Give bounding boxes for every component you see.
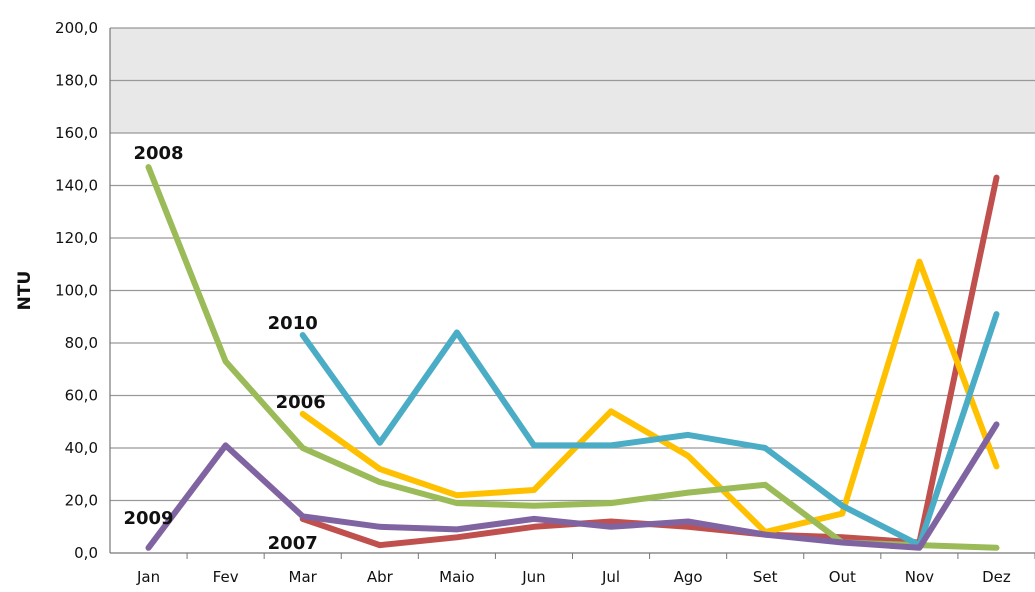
y-axis-ticks: 0,0 20,0 40,0 60,0 80,0 100,0 120,0 140,0 160,0 1…: [55, 19, 98, 562]
x-tick-label: Dez: [982, 568, 1011, 586]
series-line-2006: [299, 258, 1000, 535]
x-tick-label: Abr: [367, 568, 394, 586]
y-tick-label: 60,0: [65, 387, 98, 405]
x-axis-ticks: Jan Fev Mar Abr Maio Jun Jul Ago Set Out Nov Dez: [136, 553, 1035, 586]
y-tick-label: 0,0: [74, 544, 98, 562]
y-tick-label: 100,0: [55, 282, 98, 300]
series-labels: 2006 2007 2008 2009 2010: [123, 143, 325, 554]
x-tick-label: Jul: [601, 568, 620, 586]
y-tick-label: 160,0: [55, 124, 98, 142]
series-label-2008: 2008: [133, 143, 183, 164]
y-axis-label: NTU: [15, 271, 35, 311]
series-lines: [145, 164, 1000, 551]
x-tick-label: Jan: [136, 568, 160, 586]
y-tick-label: 180,0: [55, 72, 98, 90]
series-line-2010: [299, 311, 1000, 549]
y-tick-label: 120,0: [55, 229, 98, 247]
x-tick-label: Out: [829, 568, 856, 586]
x-tick-label: Nov: [905, 568, 934, 586]
x-tick-label: Maio: [439, 568, 474, 586]
series-label-2006: 2006: [276, 392, 326, 413]
y-tick-label: 200,0: [55, 19, 98, 37]
y-tick-label: 20,0: [65, 492, 98, 510]
series-label-2007: 2007: [268, 533, 318, 554]
x-tick-label: Ago: [674, 568, 703, 586]
x-tick-label: Set: [753, 568, 778, 586]
series-label-2010: 2010: [268, 313, 318, 334]
y-tick-label: 80,0: [65, 334, 98, 352]
y-tick-label: 140,0: [55, 177, 98, 195]
series-label-2009: 2009: [123, 508, 173, 529]
x-tick-label: Mar: [289, 568, 318, 586]
x-tick-label: Fev: [213, 568, 239, 586]
grid-lines: [109, 27, 1035, 554]
series-line-2009: [145, 421, 1000, 551]
y-tick-label: 40,0: [65, 439, 98, 457]
x-tick-label: Jun: [521, 568, 545, 586]
